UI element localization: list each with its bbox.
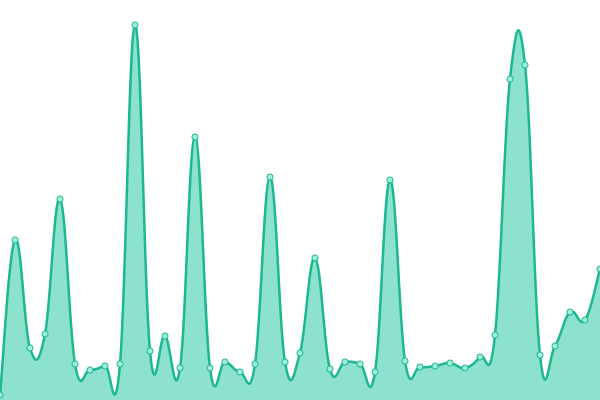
data-point — [401, 357, 409, 365]
data-point — [491, 331, 499, 339]
data-point — [446, 359, 454, 367]
data-point — [101, 362, 109, 370]
data-point — [86, 366, 94, 374]
data-point — [551, 342, 559, 350]
data-point — [221, 358, 229, 366]
data-point — [281, 358, 289, 366]
data-point — [341, 358, 349, 366]
data-point — [296, 349, 304, 357]
data-point — [176, 364, 184, 372]
data-point — [431, 362, 439, 370]
data-point — [41, 330, 49, 338]
data-point — [416, 363, 424, 371]
data-point — [581, 316, 589, 324]
data-point — [356, 360, 364, 368]
data-point — [236, 368, 244, 376]
data-point — [536, 351, 544, 359]
data-point — [206, 364, 214, 372]
data-point — [146, 347, 154, 355]
data-point — [506, 75, 514, 83]
data-point — [116, 360, 124, 368]
data-point — [521, 61, 529, 69]
data-point — [386, 176, 394, 184]
data-point — [161, 332, 169, 340]
data-point — [596, 265, 600, 273]
data-point — [131, 21, 139, 29]
data-point — [371, 368, 379, 376]
data-point — [11, 236, 19, 244]
data-point — [71, 360, 79, 368]
data-point — [326, 365, 334, 373]
data-point — [476, 353, 484, 361]
data-point — [311, 254, 319, 262]
data-point — [566, 308, 574, 316]
data-point — [191, 133, 199, 141]
data-point — [0, 391, 4, 399]
data-point — [26, 344, 34, 352]
data-point — [56, 195, 64, 203]
data-point — [251, 360, 259, 368]
data-point — [266, 173, 274, 181]
data-point — [461, 364, 469, 372]
